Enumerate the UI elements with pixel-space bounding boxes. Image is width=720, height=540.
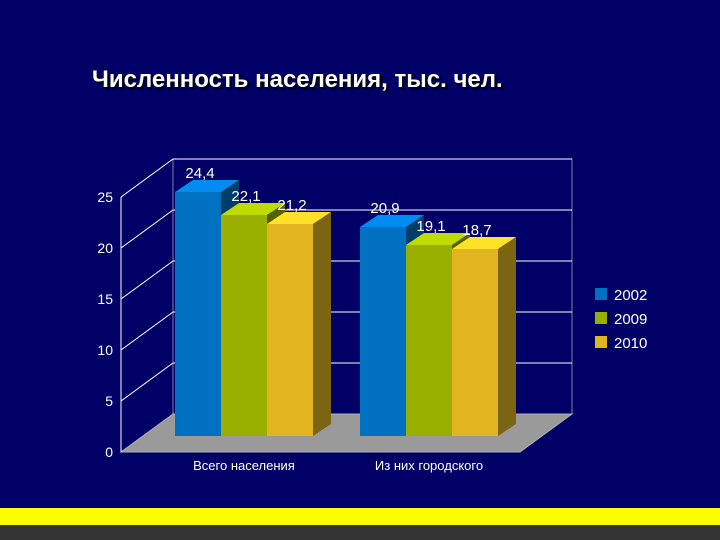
y-tick-label: 0: [105, 444, 113, 460]
gridline-side: [120, 260, 174, 300]
x-category-label: Из них городского: [375, 458, 483, 473]
bar-side: [498, 237, 516, 436]
bar-top: [267, 212, 331, 224]
data-label: 18,7: [462, 222, 491, 239]
bar-top: [406, 233, 470, 245]
legend-swatch: [595, 312, 607, 324]
y-tick-label: 15: [97, 291, 113, 307]
gridline-side: [120, 209, 174, 249]
data-label: 24,4: [185, 165, 214, 182]
data-label: 22,1: [231, 188, 260, 205]
y-tick-label: 20: [97, 240, 113, 256]
chart-title: Численность населения, тыс. чел.: [92, 66, 503, 93]
legend-swatch: [595, 336, 607, 348]
gridline-side: [120, 362, 174, 402]
y-tick-label: 25: [97, 189, 113, 205]
y-tick-label: 10: [97, 342, 113, 358]
legend-label: 2010: [614, 335, 647, 352]
bar-front: [267, 224, 313, 436]
gridline-side: [120, 158, 174, 198]
bar-side: [313, 212, 331, 436]
y-tick-label: 5: [105, 393, 113, 409]
data-label: 21,2: [277, 197, 306, 214]
bar-top: [360, 215, 424, 227]
bottom-yellow-stripe: [0, 508, 720, 525]
data-label: 19,1: [416, 218, 445, 235]
gridline-side: [120, 311, 174, 351]
bottom-dark-stripe: [0, 525, 720, 540]
legend-label: 2009: [614, 311, 647, 328]
bar-front: [360, 227, 406, 436]
bar-front: [221, 215, 267, 436]
bar-front: [406, 245, 452, 436]
bar-front: [175, 192, 221, 436]
legend-label: 2002: [614, 287, 647, 304]
bar-top: [175, 180, 239, 192]
data-label: 20,9: [370, 200, 399, 217]
x-category-label: Всего населения: [193, 458, 295, 473]
bar-top: [452, 237, 516, 249]
legend-swatch: [595, 288, 607, 300]
bar-front: [452, 249, 498, 436]
bar-top: [221, 203, 285, 215]
